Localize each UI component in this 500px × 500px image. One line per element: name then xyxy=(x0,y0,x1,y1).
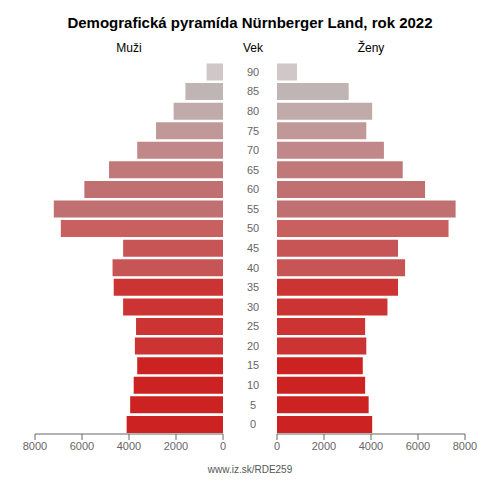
svg-text:6000: 6000 xyxy=(406,440,430,452)
svg-text:60: 60 xyxy=(247,183,259,195)
svg-text:0: 0 xyxy=(220,440,226,452)
svg-text:2000: 2000 xyxy=(312,440,336,452)
svg-text:70: 70 xyxy=(247,144,259,156)
html-text:Demografická pyramída Nürnberg: Demografická pyramída Nürnberger Land, r… xyxy=(67,14,433,31)
html-text:Vek: Vek xyxy=(243,41,263,55)
html-text:Muži: Muži xyxy=(116,41,142,55)
svg-text:6000: 6000 xyxy=(70,440,94,452)
svg-text:85: 85 xyxy=(247,85,259,97)
svg-text:75: 75 xyxy=(247,125,259,137)
svg-text:30: 30 xyxy=(247,301,259,313)
svg-text:2000: 2000 xyxy=(164,440,188,452)
svg-text:35: 35 xyxy=(247,281,259,293)
svg-text:80: 80 xyxy=(247,105,259,117)
svg-text:4000: 4000 xyxy=(359,440,383,452)
svg-text:10: 10 xyxy=(247,379,259,391)
svg-text:0: 0 xyxy=(274,440,280,452)
svg-text:4000: 4000 xyxy=(117,440,141,452)
svg-text:55: 55 xyxy=(247,203,259,215)
svg-text:0: 0 xyxy=(250,418,256,430)
svg-text:65: 65 xyxy=(247,164,259,176)
svg-text:20: 20 xyxy=(247,340,259,352)
html-text:Ženy: Ženy xyxy=(357,41,385,55)
html-text:www.iz.sk/RDE259: www.iz.sk/RDE259 xyxy=(207,464,293,475)
svg-text:90: 90 xyxy=(247,66,259,78)
svg-text:45: 45 xyxy=(247,242,259,254)
svg-text:40: 40 xyxy=(247,262,259,274)
svg-text:5: 5 xyxy=(250,399,256,411)
svg-text:8000: 8000 xyxy=(23,440,47,452)
svg-text:15: 15 xyxy=(247,359,259,371)
svg-text:8000: 8000 xyxy=(453,440,477,452)
svg-text:50: 50 xyxy=(247,222,259,234)
svg-text:25: 25 xyxy=(247,320,259,332)
